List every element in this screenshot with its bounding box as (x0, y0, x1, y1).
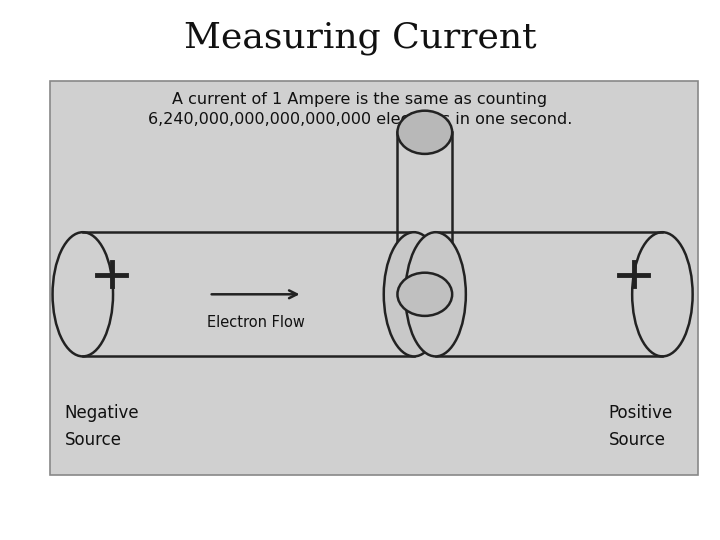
Ellipse shape (397, 111, 452, 154)
Ellipse shape (397, 273, 452, 316)
FancyBboxPatch shape (50, 81, 698, 475)
Ellipse shape (405, 232, 466, 356)
Text: Positive: Positive (608, 404, 672, 422)
Text: Electron Flow: Electron Flow (207, 315, 305, 330)
Text: Source: Source (608, 431, 665, 449)
Text: Measuring Current: Measuring Current (184, 21, 536, 55)
Text: Source: Source (65, 431, 122, 449)
Text: A current of 1 Ampere is the same as counting: A current of 1 Ampere is the same as cou… (172, 92, 548, 107)
Text: Negative: Negative (65, 404, 140, 422)
Text: 6,240,000,000,000,000,000 electrons in one second.: 6,240,000,000,000,000,000 electrons in o… (148, 112, 572, 127)
Ellipse shape (384, 232, 444, 356)
